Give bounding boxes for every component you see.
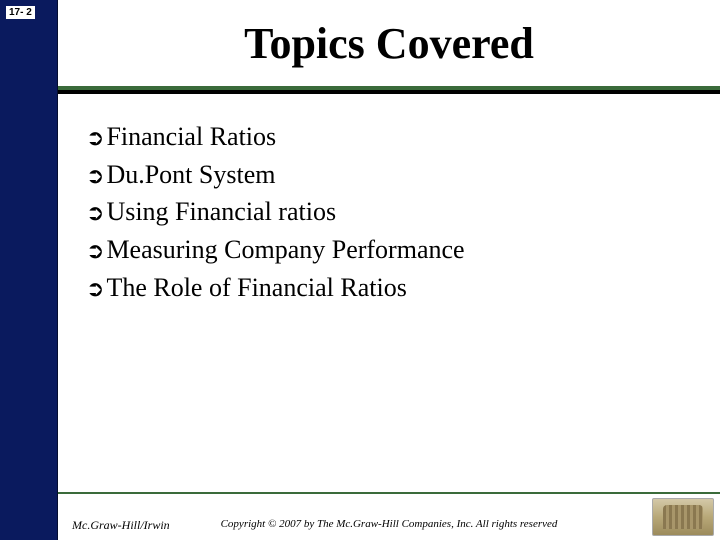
bullet-item: ➲ Financial Ratios: [86, 118, 692, 156]
title-area: Topics Covered: [58, 0, 720, 90]
bullet-text: The Role of Financial Ratios: [106, 269, 406, 307]
body-area: ➲ Financial Ratios ➲ Du.Pont System ➲ Us…: [58, 94, 720, 492]
arrow-bullet-icon: ➲: [86, 235, 104, 267]
slide: 17- 2 Topics Covered ➲ Financial Ratios …: [0, 0, 720, 540]
footer: Mc.Graw-Hill/Irwin Copyright © 2007 by T…: [58, 492, 720, 540]
bullet-item: ➲ Using Financial ratios: [86, 193, 692, 231]
footer-copyright: Copyright © 2007 by The Mc.Graw-Hill Com…: [58, 518, 720, 530]
arrow-bullet-icon: ➲: [86, 160, 104, 192]
building-icon: [663, 505, 703, 529]
arrow-bullet-icon: ➲: [86, 273, 104, 305]
bullet-text: Du.Pont System: [106, 156, 275, 194]
bullet-text: Financial Ratios: [106, 118, 276, 156]
slide-title: Topics Covered: [244, 18, 534, 69]
bullet-text: Measuring Company Performance: [106, 231, 464, 269]
page-number: 17- 2: [6, 6, 35, 19]
footer-logo-image: [652, 498, 714, 536]
arrow-bullet-icon: ➲: [86, 122, 104, 154]
bullet-text: Using Financial ratios: [106, 193, 336, 231]
bullet-item: ➲ The Role of Financial Ratios: [86, 269, 692, 307]
arrow-bullet-icon: ➲: [86, 197, 104, 229]
bullet-item: ➲ Du.Pont System: [86, 156, 692, 194]
bullet-item: ➲ Measuring Company Performance: [86, 231, 692, 269]
